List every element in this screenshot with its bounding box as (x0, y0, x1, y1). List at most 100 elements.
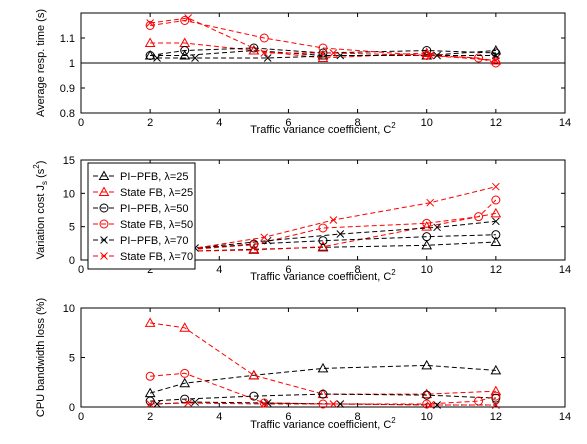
data-point-marker (426, 198, 435, 207)
data-point-marker (491, 48, 501, 58)
x-axis-label: Traffic variance coefficient, C2 (250, 268, 396, 283)
data-point-marker (191, 54, 199, 62)
data-point-marker (317, 52, 329, 62)
legend-entry-label: State FB, λ=70 (120, 251, 193, 263)
data-point-marker (180, 16, 190, 25)
data-point-marker (318, 389, 328, 399)
data-point-marker (433, 401, 441, 409)
legend-marker (99, 203, 109, 213)
data-point-marker (492, 401, 500, 409)
x-tick-label: 14 (559, 117, 571, 129)
series-line-3 (150, 393, 496, 402)
data-point-marker (179, 49, 191, 60)
data-point-marker (329, 216, 338, 224)
data-point-marker (248, 244, 260, 254)
data-point-marker (153, 54, 161, 62)
data-point-marker (145, 21, 155, 30)
x-axis-label-superscript: 2 (391, 416, 396, 425)
x-axis-label-superscript: 2 (391, 268, 396, 277)
data-point-marker (180, 46, 190, 55)
data-point-marker (490, 236, 502, 246)
y-axis-label-unit: (s (35, 168, 47, 181)
x-tick-label: 6 (285, 411, 291, 423)
data-point-marker (421, 239, 433, 250)
legend-marker (100, 236, 108, 244)
legend-entry-label: State FB, λ=25 (120, 187, 193, 199)
legend-entry-label: State FB, λ=50 (120, 219, 193, 231)
x-tick-label: 0 (78, 264, 84, 276)
x-tick-label: 6 (285, 264, 291, 276)
data-point-marker (248, 369, 260, 380)
x-axis-label-text: Traffic variance coefficient, C (250, 271, 391, 283)
data-point-marker (336, 230, 345, 238)
y-axis-label-superscript: 2 (32, 164, 41, 169)
y-tick-label: 10 (63, 188, 75, 200)
x-axis-label: Traffic variance coefficient, C2 (250, 121, 396, 136)
data-point-marker (260, 233, 269, 242)
data-point-marker (433, 223, 441, 232)
x-tick-label: 12 (490, 264, 502, 276)
data-point-marker (474, 53, 484, 63)
data-point-marker (490, 364, 502, 375)
data-point-marker (474, 212, 484, 222)
data-point-marker (426, 401, 435, 409)
data-point-marker (249, 391, 259, 401)
data-point-marker (422, 46, 432, 55)
data-point-marker (492, 56, 500, 65)
legend-marker (98, 170, 110, 180)
data-point-marker (422, 390, 432, 400)
data-point-marker (318, 223, 328, 233)
data-point-marker (433, 51, 441, 60)
data-point-marker (184, 399, 193, 407)
y-tick-label: 10 (63, 303, 75, 315)
data-point-marker (153, 400, 161, 408)
data-point-marker (491, 230, 501, 240)
x-tick-label: 12 (490, 117, 502, 129)
x-tick-label: 4 (216, 264, 222, 276)
y-tick-label: 5 (69, 222, 75, 234)
y-tick-label: 1.1 (60, 33, 75, 45)
x-tick-label: 8 (355, 117, 361, 129)
data-point-marker (329, 49, 338, 57)
data-point-marker (144, 317, 156, 327)
y-tick-label: 0.8 (60, 108, 75, 120)
data-point-marker (318, 43, 328, 53)
data-point-marker (492, 217, 500, 226)
y-axis-label-text: Average resp. time (s) (35, 9, 47, 117)
y-axis-label: Variation cost Js (s2) (32, 161, 49, 260)
x-axis-label-text: Traffic variance coefficient, C (250, 419, 391, 431)
data-point-marker (263, 54, 272, 62)
data-point-marker (492, 182, 500, 191)
y-tick-label: 0.9 (60, 83, 75, 95)
x-tick-label: 2 (147, 264, 153, 276)
data-point-marker (317, 241, 329, 251)
x-tick-label: 2 (147, 411, 153, 423)
series-line-3 (150, 47, 496, 56)
data-point-marker (191, 398, 199, 406)
data-point-marker (180, 368, 190, 378)
x-axis-label-text: Traffic variance coefficient, C (250, 124, 391, 136)
x-tick-label: 6 (285, 117, 291, 129)
data-point-marker (491, 391, 501, 401)
x-tick-label: 8 (355, 411, 361, 423)
series-line-6 (150, 17, 496, 61)
legend-entry-label: PI−PFB, λ=70 (120, 235, 188, 247)
y-tick-label: 1 (69, 58, 75, 70)
chart-panel-1: 0 2 4 6 8 10 12 14 0.8 0.9 1 1.1 Traffic variance co… (35, 9, 571, 136)
data-point-marker (259, 33, 269, 43)
x-tick-label: 10 (421, 117, 433, 129)
legend-entry-label: PI−PFB, λ=25 (120, 171, 188, 183)
data-point-marker (491, 195, 501, 205)
data-point-marker (318, 236, 328, 246)
data-point-marker (490, 385, 502, 396)
data-point-marker (144, 37, 156, 47)
data-point-marker (490, 207, 502, 218)
data-point-marker (317, 49, 329, 60)
data-point-marker (421, 388, 433, 399)
data-point-marker (421, 359, 433, 370)
data-point-marker (260, 400, 269, 408)
x-axis-label-superscript: 2 (391, 121, 396, 130)
x-tick-label: 14 (559, 264, 571, 276)
data-point-marker (249, 240, 259, 250)
